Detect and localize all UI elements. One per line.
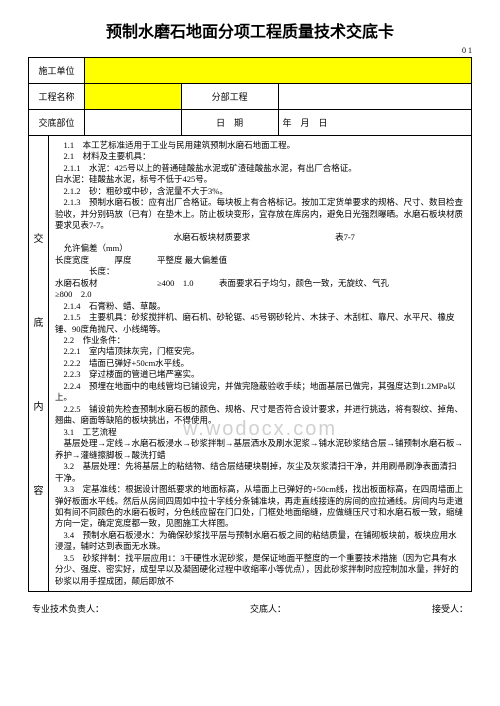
side-char: 内 xyxy=(34,398,44,413)
subproject-value xyxy=(278,84,472,110)
side-char: 容 xyxy=(34,482,44,497)
project-label: 工程名称 xyxy=(29,84,85,110)
body-line: 2.1.4 石膏粉、蜡、草酸。 xyxy=(55,301,465,312)
body-line: 长度宽度 厚度 平整度 最大偏差值 xyxy=(55,255,465,266)
footer-mid: 交底人： xyxy=(250,602,286,615)
footer-left: 专业技术负责人： xyxy=(32,602,104,615)
body-line: 3.2 基层处理：先将基层上的粘结物、结合层结硬块剔掉，灰尘及灰浆清扫干净，并用… xyxy=(55,461,465,484)
table-title: 水磨石板块材质要求 表7-7 xyxy=(55,232,465,243)
body-line: 2.2.2 墙面已弹好+50cm水平线。 xyxy=(55,358,465,369)
side-char: 底 xyxy=(34,314,44,329)
location-label: 交底部位 xyxy=(29,110,85,136)
body-line: 3.1 工艺流程 xyxy=(55,427,465,438)
body-line: 允许偏差（mm） xyxy=(55,243,465,254)
body-line: ≥800 2.0 xyxy=(55,289,465,300)
date-value: 年 月 日 xyxy=(278,110,472,136)
body-line: 2.2.4 预埋在地面中的电线管均已铺设完，并做完隐蔽验收手续；地面基层已做完，… xyxy=(55,381,465,404)
page-number: 0 1 xyxy=(28,46,472,55)
body-line: 基层处理→定线→水磨石板浸水→砂浆拌制→基层洒水及刷水泥浆→铺水泥砂浆结合层→铺… xyxy=(55,438,465,461)
side-char: 交 xyxy=(34,230,44,245)
body-line: 2.1.5 主要机具：砂浆搅拌机、磨石机、砂轮锯、45号钢砂轮片、木抹子、木刮杠… xyxy=(55,312,465,335)
body-line: 长度： xyxy=(55,266,465,277)
body-line: 2.1.3 预制水磨石板：应有出厂合格证。每块板上有合格标记。按加工定货单要求的… xyxy=(55,197,465,231)
header-table: 施工单位 工程名称 分部工程 交底部位 日 期 年 月 日 xyxy=(28,57,472,136)
main-content: w.wodocx.com 1.1 本工艺标准适用于工业与民用建筑预制水磨石地面工… xyxy=(49,136,471,591)
footer-right: 接受人： xyxy=(432,602,468,615)
body-line: 1.1 本工艺标准适用于工业与民用建筑预制水磨石地面工程。 xyxy=(55,140,465,151)
subproject-label: 分部工程 xyxy=(181,84,278,110)
location-value xyxy=(85,110,182,136)
page-title: 预制水磨石地面分项工程质量技术交底卡 xyxy=(28,18,472,42)
body-line: 2.2.5 铺设前先检查预制水磨石板的颜色、规格、尺寸是否符合设计要求，并进行挑… xyxy=(55,404,465,427)
body-line: 白水泥：硅酸盐水泥，标号不低于425号。 xyxy=(55,174,465,185)
body-line: 2.1 材料及主要机具： xyxy=(55,151,465,162)
body-line: 2.1.2 砂：粗砂或中砂，含泥量不大于3%。 xyxy=(55,186,465,197)
body-line: 3.3 定基准线：根据设计图纸要求的地面标高，从墙面上已弹好的+50cm线，找出… xyxy=(55,484,465,530)
body-line: 2.2 作业条件： xyxy=(55,335,465,346)
body-line: 2.2.3 穿过楼面的管道已堵严塞实。 xyxy=(55,369,465,380)
body-line: 2.1.1 水泥：425号以上的普通硅酸盐水泥或矿渣硅酸盐水泥，有出厂合格证。 xyxy=(55,163,465,174)
unit-label: 施工单位 xyxy=(29,58,85,84)
content-container: 交 底 内 容 w.wodocx.com 1.1 本工艺标准适用于工业与民用建筑… xyxy=(28,136,472,592)
footer-row: 专业技术负责人： 交底人： 接受人： xyxy=(28,602,472,615)
side-label-column: 交 底 内 容 xyxy=(29,136,49,591)
body-line: 3.4 预制水磨石板浸水：为确保砂浆找平层与预制水磨石板之间的粘结质量，在铺砌板… xyxy=(55,530,465,553)
body-line: 水磨石板材 ≥400 1.0 表面要求石子均匀，颜色一致，无旋纹、气孔 xyxy=(55,278,465,289)
body-line: 3.5 砂浆拌制：找平层应用1：3干硬性水泥砂浆，是保证地面平整度的一个重要技术… xyxy=(55,553,465,587)
date-label: 日 期 xyxy=(181,110,278,136)
unit-value xyxy=(85,58,472,84)
project-value xyxy=(85,84,182,110)
body-line: 2.2.1 室内墙顶抹灰完，门框安完。 xyxy=(55,346,465,357)
